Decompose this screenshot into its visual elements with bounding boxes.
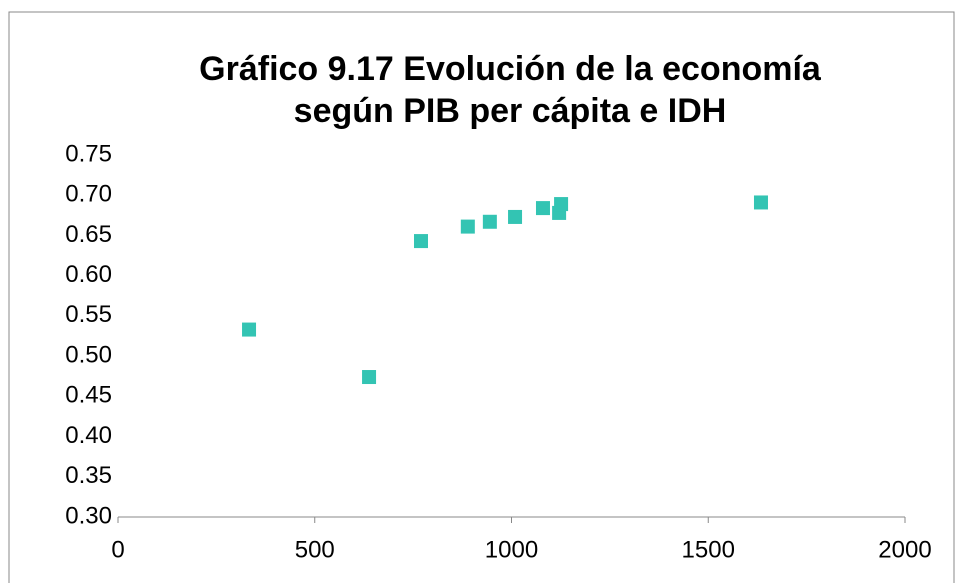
y-tick-label: 0.70 [65, 181, 112, 208]
y-tick-label: 0.50 [65, 341, 112, 368]
y-tick-label: 0.75 [65, 140, 112, 167]
point [482, 214, 497, 229]
x-tick-label: 1000 [485, 536, 538, 563]
y-tick-label: 0.65 [65, 221, 112, 248]
point [508, 209, 523, 224]
x-tick-label: 0 [111, 536, 124, 563]
y-tick-label: 0.35 [65, 462, 112, 489]
point [242, 322, 257, 337]
y-tick-label: 0.60 [65, 261, 112, 288]
x-tick-label: 1500 [682, 536, 735, 563]
y-tick-label: 0.55 [65, 301, 112, 328]
point [554, 197, 569, 212]
chart-frame [8, 11, 955, 583]
point [460, 219, 475, 234]
point [535, 201, 550, 216]
chart-title: Gráfico 9.17 Evolución de la economía se… [199, 50, 821, 130]
y-tick-label: 0.45 [65, 382, 112, 409]
point [413, 234, 428, 249]
y-tick-label: 0.40 [65, 422, 112, 449]
y-tick-label: 0.30 [65, 502, 112, 529]
point [753, 195, 768, 210]
point [362, 370, 377, 385]
x-tick-label: 500 [295, 536, 335, 563]
x-tick-label: 2000 [878, 536, 931, 563]
